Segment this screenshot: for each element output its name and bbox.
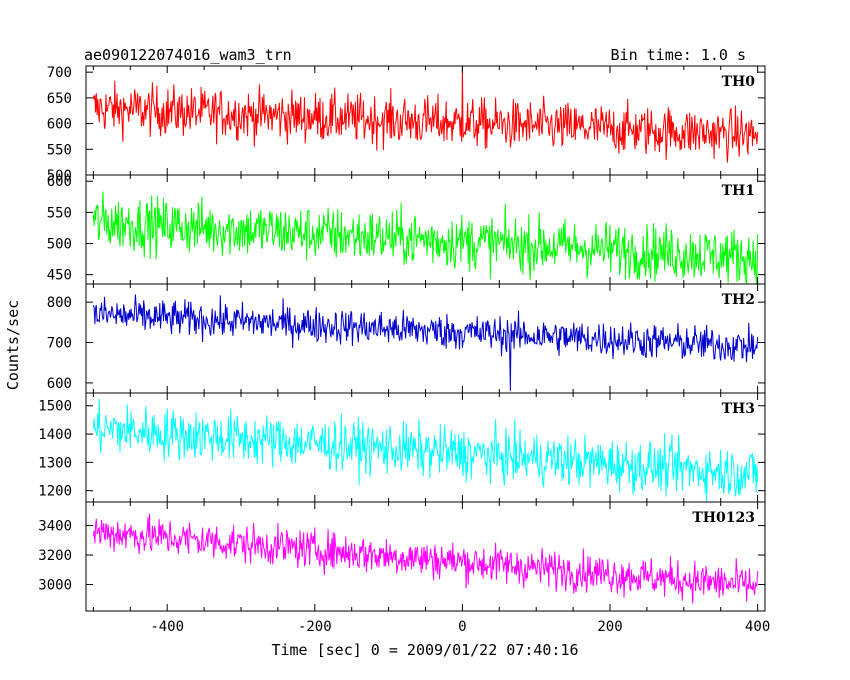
panel-tag: TH2 [722,292,755,308]
panel-th3: 1200 1300 1400 1500 TH3 [38,392,766,503]
y-tick-label: 1300 [38,455,72,471]
panel-th0: 500 550 600 650 700 TH0 [47,65,766,184]
y-axis-label: Counts/sec [4,300,22,390]
y-tick-label: 600 [47,376,72,392]
panel-tag: TH0123 [692,510,755,526]
y-tick-label: 1500 [38,399,72,415]
y-tick-label: 550 [47,142,72,158]
y-tick-label: 700 [47,336,72,352]
y-tick-label: 600 [47,174,72,190]
y-tick-label: 500 [47,237,72,253]
y-tick-label: 3000 [38,577,72,593]
panel-tag: TH0 [722,74,756,90]
y-tick-label: 650 [47,91,72,107]
series-line-th0 [92,66,759,163]
y-tick-label: 700 [47,65,72,81]
series-line-th0123 [92,513,759,604]
y-tick-label: 3400 [38,519,72,535]
panel-th0123: 3000 3200 3400 TH0123 [38,501,766,612]
x-tick-label: 400 [745,619,770,635]
x-tick-label: -200 [298,619,332,635]
series-line-th2 [92,294,759,392]
chart-title: ae090122074016_wam3_trn [84,46,292,64]
y-tick-label: 1400 [38,427,72,443]
bin-time-label: Bin time: 1.0 s [611,46,746,64]
series-line-th1 [92,191,759,284]
y-tick-label: 800 [47,295,72,311]
y-tick-label: 450 [47,268,72,284]
y-tick-label: 600 [47,117,72,133]
x-tick-label: 0 [458,619,466,635]
y-tick-label: 550 [47,205,72,221]
x-tick-label: 200 [597,619,622,635]
y-tick-label: 500 [47,168,72,184]
x-tick-label: -400 [150,619,184,635]
panel-th1: 450 500 550 600 TH1 [47,174,766,285]
panel-th2: 600 700 800 TH2 [47,283,766,394]
series-line-th3 [92,398,759,502]
panels-group: 500 550 600 650 700 TH0 450 500 550 600 TH1 600 700 8… [38,65,766,612]
panel-tag: TH3 [722,401,755,417]
x-axis-label: Time [sec] 0 = 2009/01/22 07:40:16 [271,641,578,659]
panel-tag: TH1 [722,183,755,199]
x-axis: -400 -200 0 200 400 [150,619,770,635]
y-tick-label: 3200 [38,548,72,564]
y-tick-label: 1200 [38,484,72,500]
